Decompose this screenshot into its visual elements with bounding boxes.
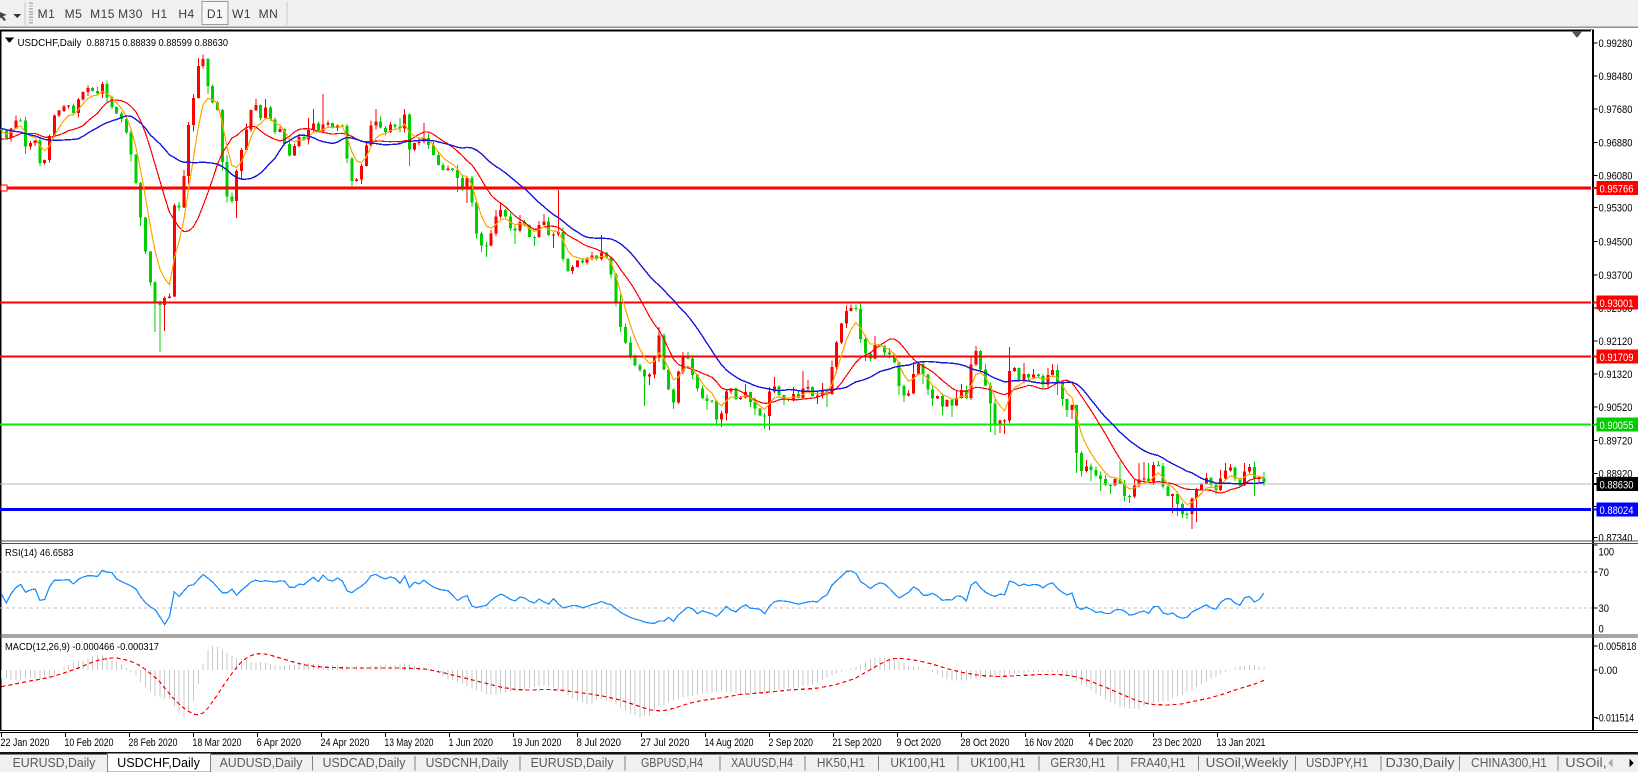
svg-text:RSI(14) 46.6583: RSI(14) 46.6583 [5,547,74,559]
svg-text:0.87340: 0.87340 [1599,532,1633,544]
svg-text:8 Jul 2020: 8 Jul 2020 [577,737,622,749]
svg-text:0.95766: 0.95766 [1600,184,1634,196]
svg-text:14 Aug 2020: 14 Aug 2020 [705,737,754,749]
svg-text:0.93700: 0.93700 [1599,270,1633,282]
svg-text:AUDUSD,Daily: AUDUSD,Daily [220,755,303,770]
svg-text:0.90055: 0.90055 [1600,420,1634,432]
svg-text:23 Dec 2020: 23 Dec 2020 [1153,737,1202,749]
svg-text:0.88630: 0.88630 [1600,480,1634,492]
svg-text:GBPUSD,H4: GBPUSD,H4 [641,755,703,770]
svg-text:0.88715 0.88839 0.88599 0.8863: 0.88715 0.88839 0.88599 0.88630 [87,37,229,49]
svg-text:0.96080: 0.96080 [1599,170,1633,182]
svg-text:0.96880: 0.96880 [1599,137,1633,149]
svg-text:USOil,: USOil, [1565,755,1606,770]
svg-text:0.00: 0.00 [1599,665,1618,677]
svg-text:EURUSD,Daily: EURUSD,Daily [531,755,614,770]
svg-text:HK50,H1: HK50,H1 [817,755,865,770]
svg-text:UK100,H1: UK100,H1 [970,755,1025,770]
svg-text:H1: H1 [151,7,167,21]
svg-text:W1: W1 [232,7,251,21]
svg-text:13 Jan 2021: 13 Jan 2021 [1217,737,1266,749]
svg-text:70: 70 [1599,567,1609,579]
svg-text:XAUUSD,H4: XAUUSD,H4 [731,755,793,770]
svg-text:19 Jun 2020: 19 Jun 2020 [513,737,562,749]
svg-text:0.95300: 0.95300 [1599,203,1633,215]
svg-text:M15: M15 [90,7,115,21]
svg-text:M5: M5 [65,7,83,21]
svg-text:0.93001: 0.93001 [1600,298,1634,310]
svg-text:27 Jul 2020: 27 Jul 2020 [641,737,690,749]
svg-text:100: 100 [1599,547,1615,559]
svg-text:USOil,Weekly: USOil,Weekly [1206,755,1289,770]
svg-text:0.97680: 0.97680 [1599,104,1633,116]
svg-text:0.99280: 0.99280 [1599,38,1633,50]
svg-text:USDCNH,Daily: USDCNH,Daily [426,755,509,770]
svg-text:USDCHF,Daily: USDCHF,Daily [18,37,83,49]
svg-text:0.98480: 0.98480 [1599,71,1633,83]
svg-text:USDJPY,H1: USDJPY,H1 [1306,755,1368,770]
svg-text:CHINA300,H1: CHINA300,H1 [1471,755,1547,770]
svg-text:USDCAD,Daily: USDCAD,Daily [323,755,406,770]
svg-text:DJ30,Daily: DJ30,Daily [1386,755,1456,770]
svg-text:FRA40,H1: FRA40,H1 [1130,755,1185,770]
svg-text:M30: M30 [118,7,143,21]
svg-text:9 Oct 2020: 9 Oct 2020 [897,737,942,749]
svg-text:0.94500: 0.94500 [1599,237,1633,249]
svg-text:-0.011514: -0.011514 [1596,712,1634,724]
svg-text:M1: M1 [38,7,56,21]
svg-text:24 Apr 2020: 24 Apr 2020 [321,737,370,749]
svg-text:UK100,H1: UK100,H1 [890,755,945,770]
svg-text:28 Oct 2020: 28 Oct 2020 [961,737,1010,749]
svg-text:22 Jan 2020: 22 Jan 2020 [1,737,50,749]
svg-text:10 Feb 2020: 10 Feb 2020 [65,737,114,749]
svg-text:0.005818: 0.005818 [1599,641,1637,653]
svg-text:D1: D1 [207,7,223,21]
svg-text:MACD(12,26,9) -0.000466 -0.000: MACD(12,26,9) -0.000466 -0.000317 [5,641,159,653]
svg-text:0: 0 [1599,624,1604,636]
svg-text:2 Sep 2020: 2 Sep 2020 [769,737,814,749]
svg-text:13 May 2020: 13 May 2020 [385,737,434,749]
svg-text:6 Apr 2020: 6 Apr 2020 [257,737,302,749]
svg-text:16 Nov 2020: 16 Nov 2020 [1025,737,1074,749]
svg-text:30: 30 [1599,603,1609,615]
svg-text:21 Sep 2020: 21 Sep 2020 [833,737,882,749]
svg-text:0.91320: 0.91320 [1599,369,1633,381]
svg-text:18 Mar 2020: 18 Mar 2020 [193,737,242,749]
svg-text:0.91709: 0.91709 [1600,352,1634,364]
svg-text:H4: H4 [178,7,194,21]
svg-text:EURUSD,Daily: EURUSD,Daily [13,755,96,770]
svg-text:0.90520: 0.90520 [1599,402,1633,414]
svg-text:MN: MN [259,7,279,21]
svg-text:0.92120: 0.92120 [1599,336,1633,348]
svg-text:GER30,H1: GER30,H1 [1050,755,1105,770]
svg-text:0.88024: 0.88024 [1600,505,1634,517]
svg-text:USDCHF,Daily: USDCHF,Daily [117,755,200,770]
svg-text:0.89720: 0.89720 [1599,435,1633,447]
svg-text:1 Jun 2020: 1 Jun 2020 [449,737,494,749]
svg-text:4 Dec 2020: 4 Dec 2020 [1089,737,1134,749]
svg-text:28 Feb 2020: 28 Feb 2020 [129,737,178,749]
